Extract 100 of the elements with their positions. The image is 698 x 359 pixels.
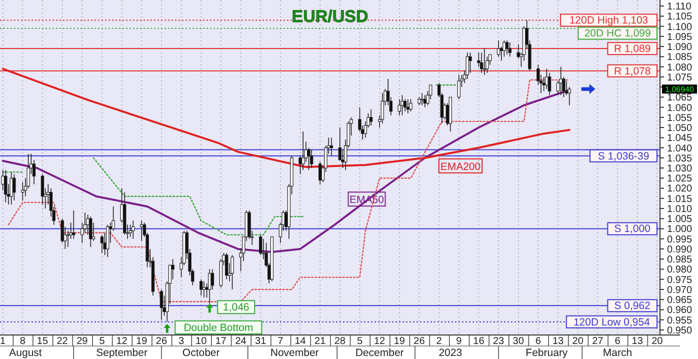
candlestick — [457, 74, 460, 100]
candlestick — [100, 234, 104, 254]
candlestick — [89, 216, 92, 248]
x2-tick-label: August — [9, 347, 42, 359]
candlestick — [545, 68, 548, 90]
candlestick — [1, 170, 4, 191]
candlestick — [210, 268, 214, 290]
y-tick-label: 1.050 — [667, 123, 692, 134]
x-tick-label: 13 — [552, 336, 564, 347]
y-tick-label: 0.990 — [667, 244, 692, 256]
x-tick-label: 29 — [76, 336, 88, 347]
candlestick — [564, 80, 568, 96]
ref-line-label: 120D High 1,103 — [569, 14, 648, 27]
candlestick — [482, 48, 486, 76]
y-tick-label: 0.985 — [667, 254, 692, 266]
x2-tick-label: 2023 — [438, 347, 462, 359]
x-tick-label: 17 — [215, 336, 227, 347]
candlestick — [171, 258, 174, 280]
y-tick-label: 1.015 — [667, 194, 692, 205]
x-tick-label: 2 — [436, 336, 442, 347]
candlestick — [341, 149, 344, 168]
y-tick-label: 0.955 — [667, 315, 692, 326]
series-label: EMA200 — [440, 160, 481, 173]
candlestick — [86, 214, 90, 236]
candlestick — [318, 162, 322, 185]
y-tick-label: 1.090 — [667, 42, 692, 54]
candlestick — [403, 98, 407, 112]
candlestick — [132, 220, 135, 240]
candlestick — [21, 182, 24, 201]
chart-title: EUR/USD — [292, 7, 368, 26]
candlestick — [542, 76, 546, 92]
ref-line-label: 20D HC 1,099 — [584, 28, 652, 40]
candlestick — [505, 40, 509, 56]
candlestick — [420, 92, 424, 106]
x-tick-label: 1 — [0, 336, 6, 347]
ref-line-label: R 1,078 — [614, 65, 651, 78]
line-series — [2, 89, 570, 254]
y-tick-label: 1.060 — [667, 102, 692, 114]
candlestick — [106, 224, 110, 258]
candlestick — [398, 98, 401, 116]
x2-tick-label: March — [602, 347, 632, 359]
candlestick — [380, 92, 384, 124]
y-tick-label: 1.020 — [667, 184, 692, 195]
y-tick-label: 1.025 — [667, 174, 692, 185]
x-tick-label: 31 — [255, 336, 267, 347]
y-tick-label: 0.995 — [667, 234, 692, 246]
y-tick-label: 0.960 — [667, 305, 692, 316]
candlestick — [160, 289, 164, 320]
x-tick-label: 7 — [278, 336, 284, 347]
y-tick-label: 1.045 — [667, 133, 692, 144]
candlestick — [12, 174, 16, 201]
candlestick — [259, 234, 262, 256]
candlestick — [548, 72, 552, 96]
x-tick-label: 20 — [572, 336, 584, 347]
candlestick — [330, 137, 334, 156]
x-tick-label: 15 — [36, 336, 48, 347]
x-tick-label: 19 — [394, 336, 406, 347]
x-tick-label: 13 — [632, 336, 644, 347]
ref-line-label: S 1,000 — [614, 223, 651, 236]
candlestick — [480, 52, 484, 74]
x-tick-label: 8 — [20, 336, 26, 347]
x2-tick-label: December — [355, 347, 404, 359]
text: 1,06940 — [665, 85, 695, 94]
x-tick-label: 28 — [334, 336, 346, 347]
x-tick-label: 5 — [99, 336, 106, 347]
x-tick-label: 21 — [314, 336, 326, 347]
candlestick — [128, 224, 132, 238]
y-tick-label: 1.030 — [667, 164, 692, 174]
candlestick — [92, 222, 96, 242]
y-tick-label: 1.085 — [667, 52, 692, 64]
candlestick — [72, 210, 76, 240]
candlestick — [502, 40, 506, 58]
candlestick — [200, 278, 203, 296]
y-tick-label: 1.010 — [667, 204, 692, 215]
candlestick — [140, 220, 144, 242]
candlestick — [202, 280, 206, 298]
y-tick-label: 1.095 — [667, 32, 692, 43]
x-tick-label: 22 — [56, 336, 68, 347]
y-tick-label: 1.080 — [667, 62, 692, 74]
y-tick-label: 0.950 — [667, 325, 692, 336]
y-tick-label: 1.000 — [667, 224, 692, 236]
ref-line-label: S 1,036-39 — [598, 150, 650, 162]
x2-tick-label: February — [526, 347, 568, 359]
candlestick — [310, 149, 314, 168]
candlestick — [559, 66, 562, 96]
x-tick-label: 5 — [356, 336, 363, 347]
candlestick — [468, 52, 472, 74]
y-tick-label: 0.965 — [667, 295, 692, 306]
x-tick-label: 24 — [235, 336, 247, 347]
y-tick-label: 1.075 — [667, 72, 692, 84]
y-tick-label: 1.035 — [667, 153, 692, 164]
y-tick-label: 1.005 — [667, 214, 692, 226]
y-tick-label: 1.110 — [667, 2, 692, 13]
ref-line-label: S 0,962 — [614, 300, 651, 312]
x-tick-label: 30 — [512, 336, 524, 347]
x-tick-label: 12 — [116, 336, 128, 347]
y-tick-label: 1.065 — [667, 92, 692, 104]
x-tick-label: 3 — [178, 336, 185, 347]
candlestick — [298, 155, 302, 174]
candlestick — [225, 252, 228, 280]
